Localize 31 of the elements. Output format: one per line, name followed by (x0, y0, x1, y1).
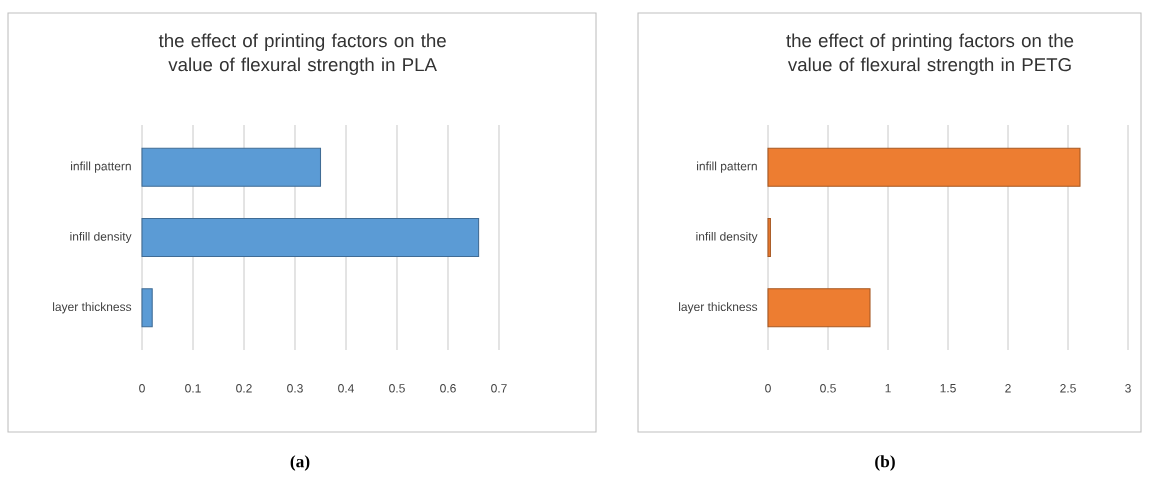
x-tick-label: 0.7 (491, 384, 507, 393)
text: (a) (290, 455, 310, 471)
x-tick-label: 0.6 (440, 384, 456, 393)
y-tick-label: infill pattern (697, 161, 757, 173)
y-tick-label: infill density (696, 231, 758, 244)
x-tick-label: 0.2 (236, 384, 252, 393)
bar (767, 288, 871, 328)
bar (141, 217, 480, 258)
x-tick-label: 1.5 (940, 384, 956, 393)
x-tick-label: 0.4 (338, 384, 354, 393)
y-tick-label: infill pattern (71, 161, 131, 173)
bar (141, 147, 322, 187)
bar (767, 217, 771, 258)
x-tick-label: 1 (885, 384, 891, 393)
chart-title: the effect of printing factors on the value of flexural strength in PLA (158, 33, 446, 75)
bar (767, 147, 1081, 187)
y-tick-label: infill density (70, 231, 132, 244)
bar (141, 288, 153, 328)
chart-title: the effect of printing factors on the value of flexural strength in PETG (786, 33, 1074, 75)
x-tick-label: 3 (1125, 384, 1131, 393)
x-tick-label: 0 (765, 384, 771, 393)
y-tick-label: layer thickness (53, 302, 132, 314)
x-tick-label: 0.1 (185, 384, 201, 393)
text: (b) (875, 455, 895, 471)
x-tick-label: 0.5 (820, 384, 836, 393)
x-tick-label: 0.3 (287, 384, 303, 393)
x-tick-label: 2.5 (1060, 384, 1076, 393)
y-tick-label: layer thickness (679, 302, 758, 314)
x-tick-label: 0.5 (389, 384, 405, 393)
x-tick-label: 0 (139, 384, 145, 393)
x-tick-label: 2 (1005, 384, 1011, 393)
